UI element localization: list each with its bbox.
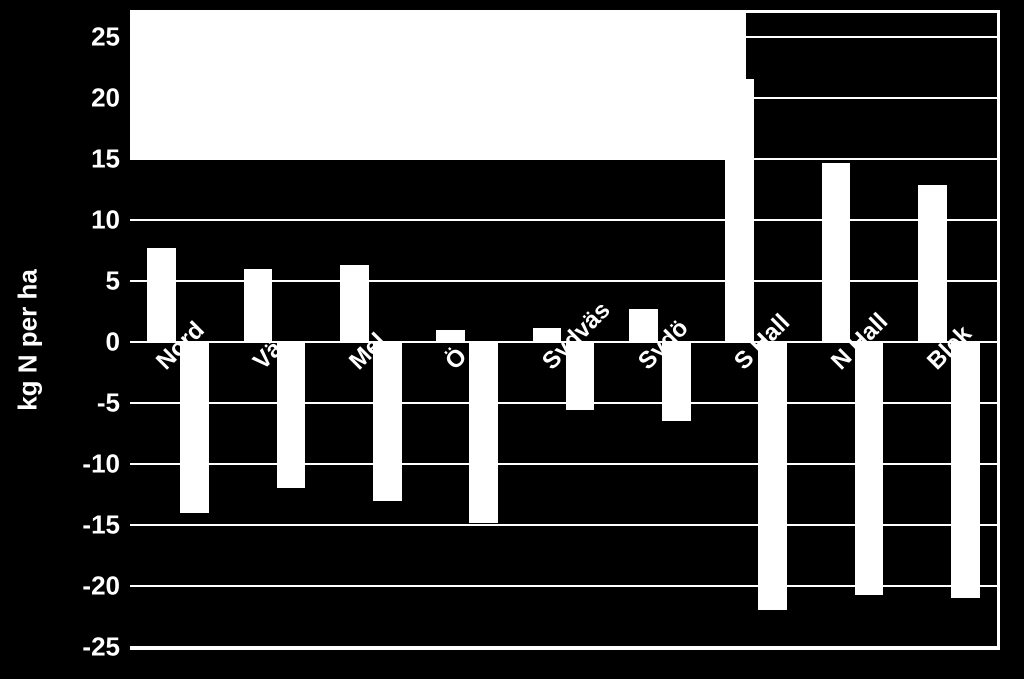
bar-positive — [822, 163, 851, 342]
y-tick-label: -15 — [82, 510, 120, 541]
y-tick-label: 25 — [91, 22, 120, 53]
y-tick-label: 15 — [91, 144, 120, 175]
bar-negative — [277, 342, 306, 488]
y-tick-label: 20 — [91, 83, 120, 114]
y-tick-label: -25 — [82, 632, 120, 663]
bar-positive — [147, 248, 176, 342]
bar-negative — [373, 342, 402, 501]
bar-negative — [758, 342, 787, 610]
y-tick-label: 10 — [91, 205, 120, 236]
gridline — [130, 646, 997, 648]
y-tick-label: 5 — [106, 266, 120, 297]
chart-container: kg N per ha -25-20-15-10-50510152025Nord… — [0, 0, 1024, 679]
bar-positive — [918, 185, 947, 342]
plot-area: -25-20-15-10-50510152025NordVäMelÖSydväs… — [130, 10, 1000, 650]
bar-negative — [855, 342, 884, 594]
y-tick-label: 0 — [106, 327, 120, 358]
gridline — [130, 219, 997, 221]
bar-negative — [180, 342, 209, 513]
y-tick-label: -20 — [82, 571, 120, 602]
y-axis-title: kg N per ha — [13, 269, 44, 411]
bar-negative — [951, 342, 980, 598]
bar-positive — [244, 269, 273, 342]
bar-negative — [469, 342, 498, 522]
y-tick-label: -10 — [82, 449, 120, 480]
bar-positive — [436, 330, 465, 342]
y-tick-label: -5 — [97, 388, 120, 419]
bar-positive — [340, 265, 369, 342]
overlay-box — [130, 13, 746, 159]
